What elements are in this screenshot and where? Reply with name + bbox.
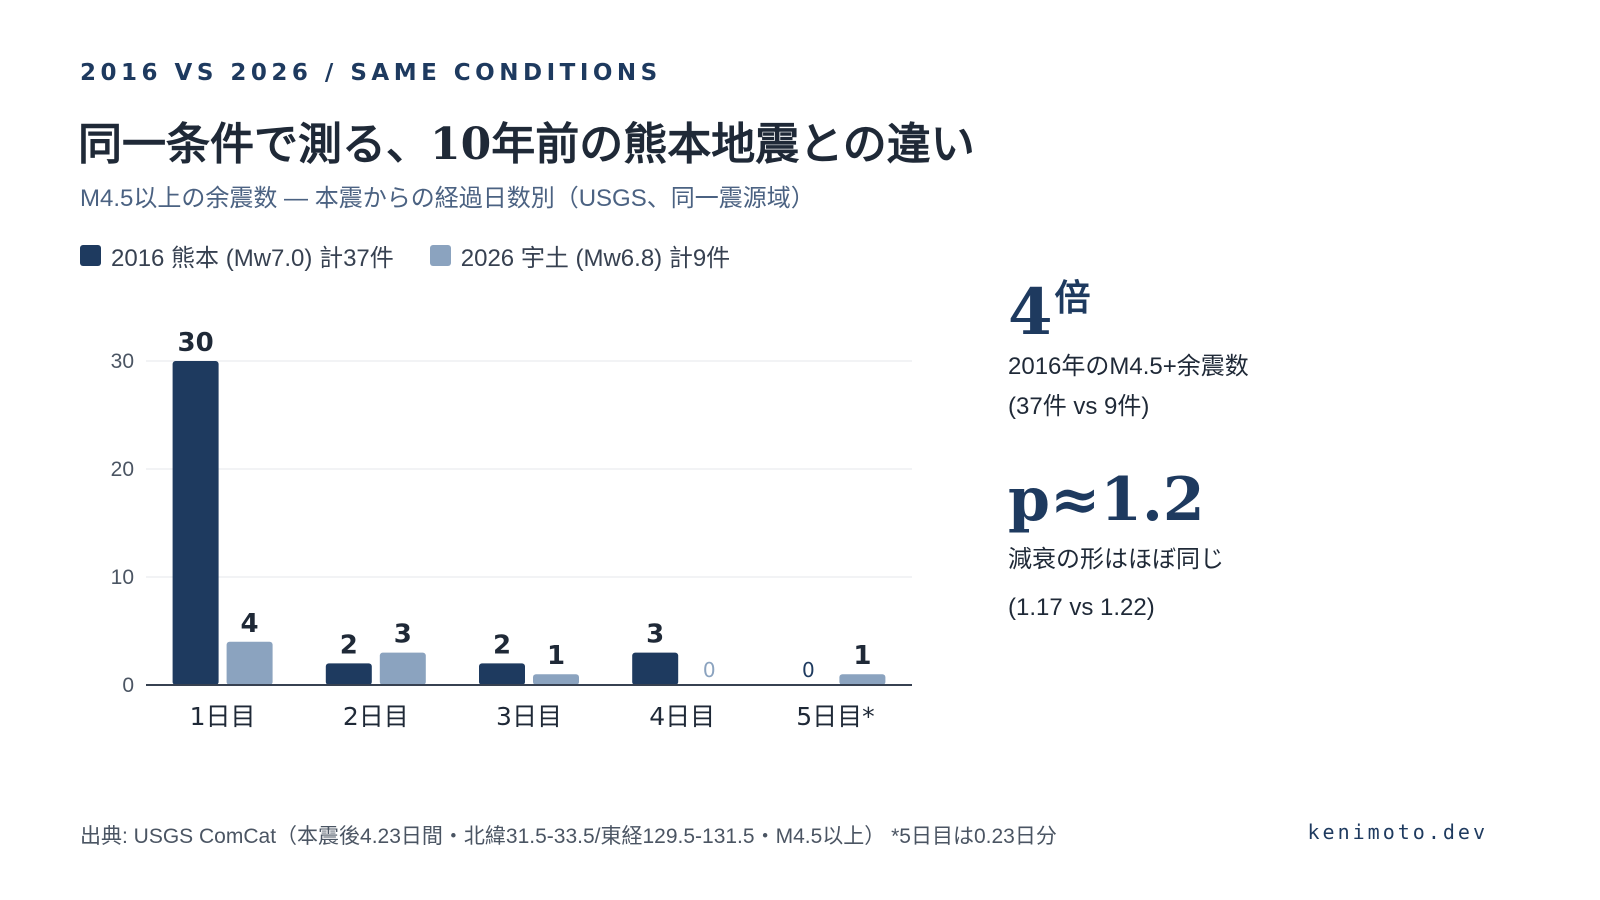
legend-label-2026: 2026 宇土 (Mw6.8) 計9件 (460, 245, 731, 272)
bar-2026 (226, 641, 273, 685)
y-tick-label: 0 (122, 674, 134, 697)
stat-ratio-unit: 倍 (1054, 277, 1091, 319)
source-note: 出典: USGS ComCat（本震後4.23日間・北緯31.5-33.5/東経… (80, 825, 1057, 848)
bar-value-label: 3 (646, 620, 664, 650)
stat-ratio-number: 4 (1008, 275, 1053, 350)
legend-item-2016: 2016 熊本 (Mw7.0) 計37件 (80, 238, 394, 273)
stat-p-desc-1: 減衰の形はほぼ同じ (1008, 546, 1224, 573)
y-tick-label: 20 (111, 458, 134, 481)
bar-2016 (479, 663, 525, 685)
legend-swatch-2016 (80, 245, 101, 266)
x-category-label: 1日目 (190, 702, 256, 731)
chart-legend: 2016 熊本 (Mw7.0) 計37件 2026 宇土 (Mw6.8) 計9件 (80, 238, 730, 273)
legend-item-2026: 2026 宇土 (Mw6.8) 計9件 (429, 238, 731, 273)
bar-value-label: 4 (241, 609, 259, 639)
stat-ratio-value: 4倍 (1008, 280, 1249, 345)
eyebrow-heading: 2016 VS 2026 / SAME CONDITIONS (80, 60, 662, 86)
legend-swatch-2026 (429, 245, 451, 266)
brand-link[interactable]: kenimoto.dev (1307, 820, 1488, 844)
x-category-label: 2日目 (343, 702, 409, 731)
stat-ratio: 4倍 2016年のM4.5+余震数 (37件 vs 9件) (1008, 280, 1249, 425)
y-tick-label: 30 (111, 350, 134, 373)
bar-value-label: 2 (340, 630, 358, 660)
bar-2016 (632, 652, 679, 685)
bar-value-label: 1 (853, 641, 871, 671)
stat-ratio-desc-2: (37件 vs 9件) (1008, 393, 1150, 420)
stat-p-value-number: p≈1.2 (1008, 465, 1205, 535)
legend-label-2016: 2016 熊本 (Mw7.0) 計37件 (111, 245, 394, 272)
stat-p-value: p≈1.2 減衰の形はほぼ同じ (1.17 vs 1.22) (1008, 470, 1224, 626)
bar-value-label: 2 (493, 630, 511, 660)
bar-2026 (839, 674, 886, 685)
x-category-label: 4日目 (649, 702, 715, 731)
stat-ratio-desc-1: 2016年のM4.5+余震数 (1008, 353, 1249, 380)
stat-p-desc-2: (1.17 vs 1.22) (1008, 594, 1155, 621)
page-title: 同一条件で測る、10年前の熊本地震との違い (78, 119, 975, 170)
bar-value-label: 30 (178, 328, 214, 358)
bar-value-label: 0 (802, 658, 815, 682)
bar-value-label: 1 (547, 641, 565, 671)
bar-2026 (379, 652, 426, 685)
bar-2016 (172, 361, 219, 685)
bar-value-label: 3 (394, 620, 412, 650)
x-category-label: 5日目* (796, 702, 874, 731)
x-category-label: 3日目 (496, 702, 562, 731)
bar-value-label: 0 (703, 658, 716, 682)
bar-2026 (533, 674, 579, 685)
page-subtitle: M4.5以上の余震数 ― 本震からの経過日数別（USGS、同一震源域） (80, 185, 815, 212)
y-tick-label: 10 (111, 566, 134, 589)
bar-2016 (325, 663, 372, 685)
